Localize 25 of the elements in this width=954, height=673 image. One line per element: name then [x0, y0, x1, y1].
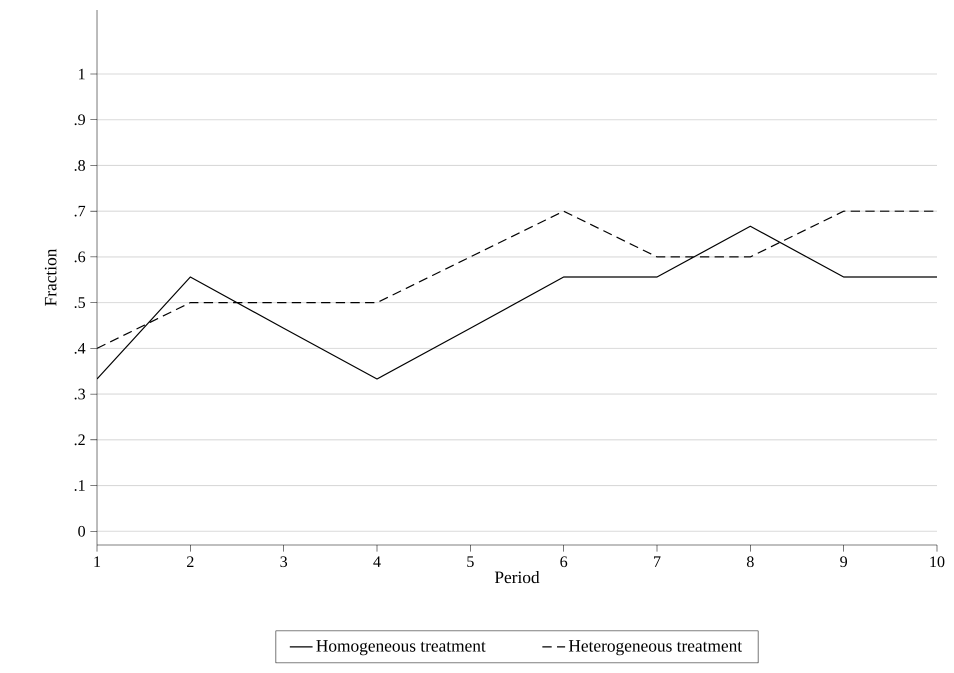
x-axis-title: Period — [494, 570, 540, 584]
x-tick-label: 10 — [930, 556, 944, 568]
x-tick-label: 1 — [94, 556, 100, 567]
y-tick-label: 1 — [79, 68, 85, 80]
x-tick-label: 4 — [373, 556, 381, 567]
x-tick-label: 2 — [187, 556, 194, 567]
y-tick-label: .1 — [74, 480, 85, 491]
x-tick-label: 5 — [467, 556, 474, 567]
y-tick-label: .4 — [74, 342, 86, 354]
y-tick-label: .2 — [74, 434, 85, 446]
x-tick-label: 6 — [560, 556, 568, 568]
y-tick-label: .6 — [74, 251, 86, 262]
x-tick-label: 3 — [280, 556, 288, 568]
y-tick-label: 0 — [78, 526, 86, 537]
x-tick-label: 7 — [654, 556, 661, 567]
y-tick-label: .8 — [74, 160, 86, 171]
legend-label: Homogeneous treatment — [316, 640, 486, 656]
y-tick-label: .3 — [74, 388, 86, 400]
x-tick-label: 9 — [840, 556, 848, 568]
y-tick-label: .5 — [74, 297, 86, 308]
x-tick-label: 8 — [746, 556, 754, 568]
legend-label: Heterogeneous treatment — [568, 640, 742, 656]
y-tick-label: .7 — [74, 206, 86, 217]
y-tick-label: .9 — [74, 114, 85, 126]
y-axis-title: Fraction — [44, 248, 56, 306]
